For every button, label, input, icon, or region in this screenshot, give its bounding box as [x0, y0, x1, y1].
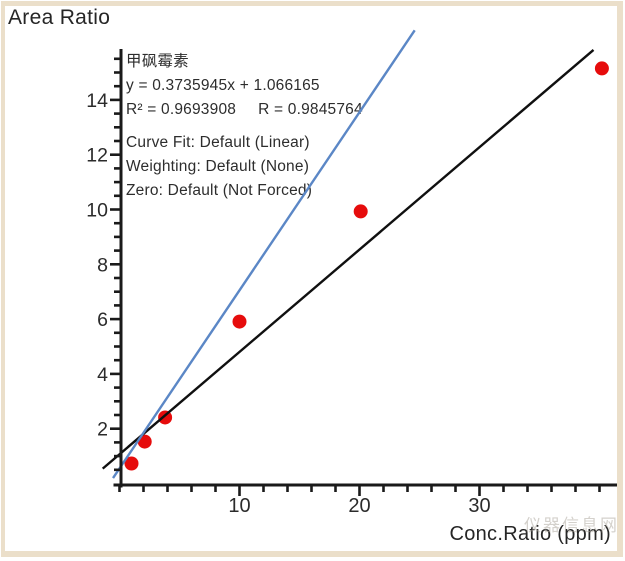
r-value: R = 0.9845764	[258, 101, 363, 118]
weighting-setting: Weighting: Default (None)	[126, 158, 310, 175]
y-tick-label: 2	[97, 419, 108, 441]
y-axis-title: Area Ratio	[8, 6, 111, 29]
regression-line	[101, 49, 595, 470]
compound-name: 甲砜霉素	[126, 53, 189, 70]
weighted-fit-line	[112, 29, 416, 479]
y-tick-label: 8	[97, 254, 108, 276]
y-tick-label: 10	[86, 200, 108, 222]
x-tick-label: 20	[348, 495, 370, 517]
data-point	[232, 314, 247, 329]
r-squared-value: R² = 0.9693908	[126, 101, 237, 118]
fit-annotation: 甲砜霉素 y = 0.3735945x + 1.066165 R² = 0.96…	[126, 50, 363, 203]
x-axis-title: Conc.Ratio (ppm)	[449, 523, 611, 545]
y-tick-label: 14	[86, 90, 108, 112]
fit-equation: y = 0.3735945x + 1.066165	[126, 77, 320, 94]
zero-setting: Zero: Default (Not Forced)	[126, 182, 313, 199]
fit-statistics: R² = 0.9693908 R = 0.9845764	[126, 98, 363, 122]
x-tick-label: 10	[228, 495, 250, 517]
y-tick-label: 12	[86, 145, 108, 167]
y-tick-label: 6	[97, 309, 108, 331]
x-tick-label: 30	[468, 495, 490, 517]
data-point	[594, 61, 609, 76]
y-tick-label: 4	[97, 364, 108, 386]
data-point	[353, 204, 368, 219]
curve-fit-setting: Curve Fit: Default (Linear)	[126, 134, 310, 151]
watermark: 仪器信息网	[524, 516, 619, 535]
data-point	[124, 456, 139, 471]
